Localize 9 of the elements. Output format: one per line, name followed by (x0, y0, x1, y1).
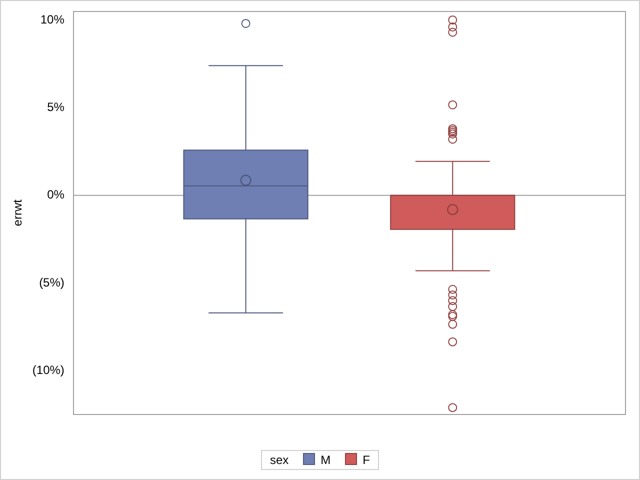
y-tick-label: (10%) (32, 363, 64, 378)
y-tick-label: 5% (47, 100, 65, 114)
y-axis-title: errwt (10, 198, 25, 226)
y-tick-label: 0% (47, 188, 65, 202)
y-tick-label: 10% (40, 12, 65, 26)
legend-label: F (362, 453, 370, 467)
legend-label: M (320, 453, 331, 467)
legend-title: sex (270, 453, 289, 467)
y-tick-label: (5%) (39, 275, 64, 290)
